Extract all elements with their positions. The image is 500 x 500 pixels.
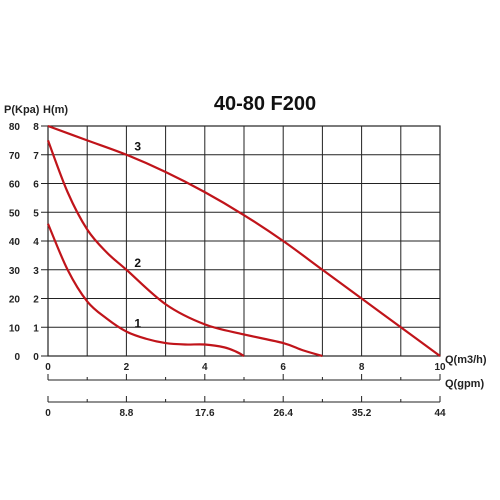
y-tick-label-kpa: 10 <box>9 323 21 334</box>
y-tick-label-kpa: 70 <box>9 151 21 162</box>
y-tick-label-kpa: 60 <box>9 180 21 191</box>
pump-curve-2 <box>46 139 323 358</box>
y-tick-label-m: 0 <box>33 352 39 363</box>
y-axis-label-m: H(m) <box>43 104 68 116</box>
y-tick-label-m: 5 <box>33 208 39 219</box>
y-tick-label-kpa: 20 <box>9 295 21 306</box>
x-tick-label-m3h: 4 <box>202 362 208 373</box>
x-tick-label-gpm: 0 <box>45 408 51 419</box>
x-axis-label-gpm: Q(gpm) <box>445 378 484 390</box>
y-tick-label-m: 2 <box>33 295 39 306</box>
x-tick-label-m3h: 6 <box>280 362 286 373</box>
x-tick-label-gpm: 44 <box>434 408 446 419</box>
pump-curve-1 <box>46 223 245 357</box>
y-tick-label-m: 3 <box>33 266 39 277</box>
curve-label-3: 3 <box>134 139 141 153</box>
grid <box>47 125 441 357</box>
x-tick-label-gpm: 17.6 <box>195 408 215 419</box>
x-tick-label-m3h: 8 <box>359 362 365 373</box>
y-tick-label-kpa: 30 <box>9 266 21 277</box>
curve-labels: 1 2 3 <box>134 139 141 330</box>
x-tick-label-gpm: 8.8 <box>119 408 133 419</box>
curve-label-2: 2 <box>134 256 141 270</box>
x-tick-label-m3h: 10 <box>434 362 446 373</box>
x-tick-label-gpm: 26.4 <box>273 408 293 419</box>
x-axis-label-m3h: Q(m3/h) <box>445 354 487 366</box>
curve-label-1: 1 <box>134 316 141 330</box>
x-tick-label-m3h: 2 <box>124 362 130 373</box>
y-tick-label-kpa: 0 <box>14 352 20 363</box>
y-tick-label-kpa: 50 <box>9 208 21 219</box>
y-tick-label-m: 6 <box>33 180 39 191</box>
y-tick-label-m: 1 <box>33 323 39 334</box>
y-axis-label-kpa: P(Kpa) <box>4 104 40 116</box>
curves <box>46 124 441 358</box>
y-tick-label-m: 8 <box>33 122 39 133</box>
y-tick-label-kpa: 80 <box>9 122 21 133</box>
chart-title: 40-80 F200 <box>214 93 316 115</box>
y-tick-label-kpa: 40 <box>9 237 21 248</box>
x-tick-label-gpm: 35.2 <box>352 408 372 419</box>
pump-curve-3 <box>47 124 441 357</box>
y-tick-label-m: 4 <box>33 237 39 248</box>
y-tick-label-m: 7 <box>33 151 39 162</box>
x-tick-label-m3h: 0 <box>45 362 51 373</box>
